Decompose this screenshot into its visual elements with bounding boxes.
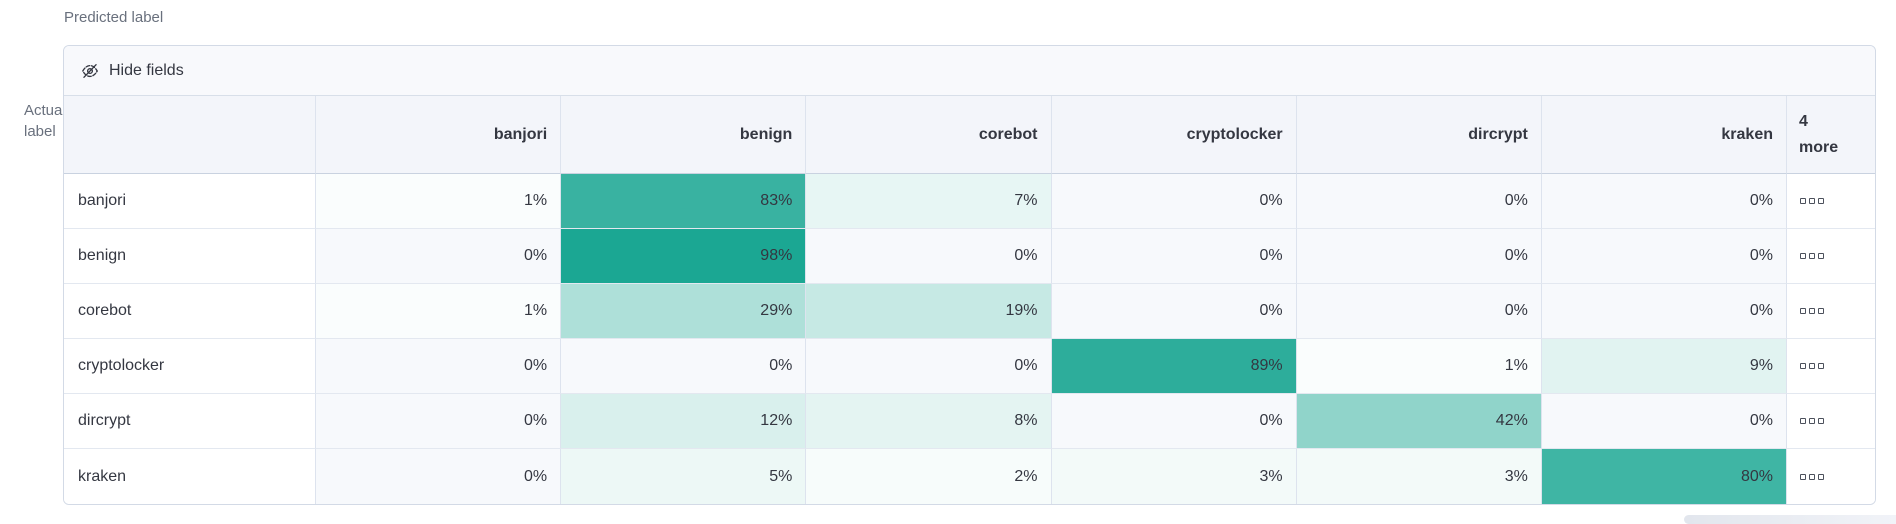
row-label-cell[interactable]: dircrypt	[64, 394, 316, 449]
more-actions-cell[interactable]	[1787, 339, 1875, 394]
matrix-cell[interactable]: 0%	[1051, 394, 1297, 449]
boxes-horizontal-icon	[1818, 308, 1824, 314]
matrix-cell[interactable]: 0%	[1541, 174, 1787, 229]
matrix-cell[interactable]: 1%	[1296, 339, 1542, 394]
boxes-horizontal-icon	[1809, 308, 1815, 314]
matrix-cell[interactable]: 0%	[1541, 229, 1787, 284]
row-label-cell[interactable]: cryptolocker	[64, 339, 316, 394]
matrix-cell[interactable]: 89%	[1051, 339, 1297, 394]
matrix-cell[interactable]: 8%	[806, 394, 1052, 449]
boxes-horizontal-icon	[1800, 473, 1806, 480]
matrix-cell[interactable]: 80%	[1541, 449, 1787, 504]
matrix-cell[interactable]: 0%	[316, 229, 562, 284]
matrix-cell[interactable]: 7%	[806, 174, 1052, 229]
horizontal-scrollbar[interactable]	[1684, 515, 1896, 524]
matrix-cell[interactable]: 1%	[316, 284, 562, 339]
matrix-cell[interactable]: 3%	[1051, 449, 1297, 504]
row-label-cell[interactable]: corebot	[64, 284, 316, 339]
boxes-horizontal-icon	[1818, 418, 1824, 424]
column-header-cell[interactable]: dircrypt	[1296, 96, 1542, 174]
matrix-cell[interactable]: 1%	[316, 174, 562, 229]
hide-fields-label: Hide fields	[109, 61, 184, 79]
more-actions-cell[interactable]	[1787, 449, 1875, 504]
column-header-cell[interactable]: cryptolocker	[1051, 96, 1297, 174]
boxes-horizontal-icon	[1809, 473, 1815, 480]
matrix-cell[interactable]: 9%	[1541, 339, 1787, 394]
actual-axis-label: Actual label	[24, 100, 66, 142]
confusion-grid: banjori benign corebot cryptolocker dircrypt…	[64, 96, 1875, 504]
matrix-cell[interactable]: 98%	[561, 229, 807, 284]
hide-fields-button[interactable]: Hide fields	[64, 46, 1875, 96]
matrix-cell[interactable]: 0%	[316, 339, 562, 394]
row-label-cell[interactable]: benign	[64, 229, 316, 284]
matrix-cell[interactable]: 3%	[1296, 449, 1542, 504]
more-actions-cell[interactable]	[1787, 229, 1875, 284]
matrix-cell[interactable]: 5%	[561, 449, 807, 504]
matrix-cell[interactable]: 83%	[561, 174, 807, 229]
actual-axis-label-line2: label	[24, 123, 56, 140]
matrix-cell[interactable]: 0%	[561, 339, 807, 394]
predicted-axis-label: Predicted label	[64, 9, 164, 26]
row-label-cell[interactable]: banjori	[64, 174, 316, 229]
matrix-cell[interactable]: 0%	[316, 394, 562, 449]
more-actions-cell[interactable]	[1787, 284, 1875, 339]
boxes-horizontal-icon	[1800, 308, 1806, 314]
matrix-cell[interactable]: 12%	[561, 394, 807, 449]
matrix-cell[interactable]: 0%	[1541, 394, 1787, 449]
eye-closed-icon	[81, 62, 99, 80]
more-actions-cell[interactable]	[1787, 394, 1875, 449]
matrix-cell[interactable]: 0%	[1051, 229, 1297, 284]
matrix-cell[interactable]: 29%	[561, 284, 807, 339]
boxes-horizontal-icon	[1818, 198, 1824, 204]
boxes-horizontal-icon	[1800, 198, 1806, 204]
matrix-cell[interactable]: 0%	[1296, 284, 1542, 339]
boxes-horizontal-icon	[1809, 363, 1815, 369]
more-actions-cell[interactable]	[1787, 174, 1875, 229]
boxes-horizontal-icon	[1809, 418, 1815, 424]
matrix-cell[interactable]: 0%	[1296, 174, 1542, 229]
matrix-cell[interactable]: 0%	[1051, 174, 1297, 229]
column-header-cell[interactable]: benign	[561, 96, 807, 174]
boxes-horizontal-icon	[1800, 363, 1806, 369]
matrix-cell[interactable]: 0%	[806, 339, 1052, 394]
column-header-cell[interactable]: banjori	[316, 96, 562, 174]
boxes-horizontal-icon	[1818, 473, 1824, 480]
row-label-cell[interactable]: kraken	[64, 449, 316, 504]
boxes-horizontal-icon	[1818, 253, 1824, 259]
confusion-matrix-panel: Hide fields banjori benign corebot cryptolo…	[63, 45, 1876, 505]
matrix-cell[interactable]: 19%	[806, 284, 1052, 339]
matrix-cell[interactable]: 0%	[1051, 284, 1297, 339]
boxes-horizontal-icon	[1809, 253, 1815, 259]
column-header-cell[interactable]: corebot	[806, 96, 1052, 174]
boxes-horizontal-icon	[1800, 253, 1806, 259]
matrix-cell[interactable]: 42%	[1296, 394, 1542, 449]
more-columns-header-cell[interactable]: 4 more	[1787, 96, 1875, 174]
matrix-cell[interactable]: 0%	[806, 229, 1052, 284]
matrix-cell[interactable]: 0%	[1541, 284, 1787, 339]
boxes-horizontal-icon	[1809, 198, 1815, 204]
corner-header-cell	[64, 96, 316, 174]
matrix-cell[interactable]: 0%	[1296, 229, 1542, 284]
matrix-cell[interactable]: 2%	[806, 449, 1052, 504]
matrix-cell[interactable]: 0%	[316, 449, 562, 504]
boxes-horizontal-icon	[1800, 418, 1806, 424]
actual-axis-label-line1: Actual	[24, 102, 66, 119]
boxes-horizontal-icon	[1818, 363, 1824, 369]
column-header-cell[interactable]: kraken	[1541, 96, 1787, 174]
